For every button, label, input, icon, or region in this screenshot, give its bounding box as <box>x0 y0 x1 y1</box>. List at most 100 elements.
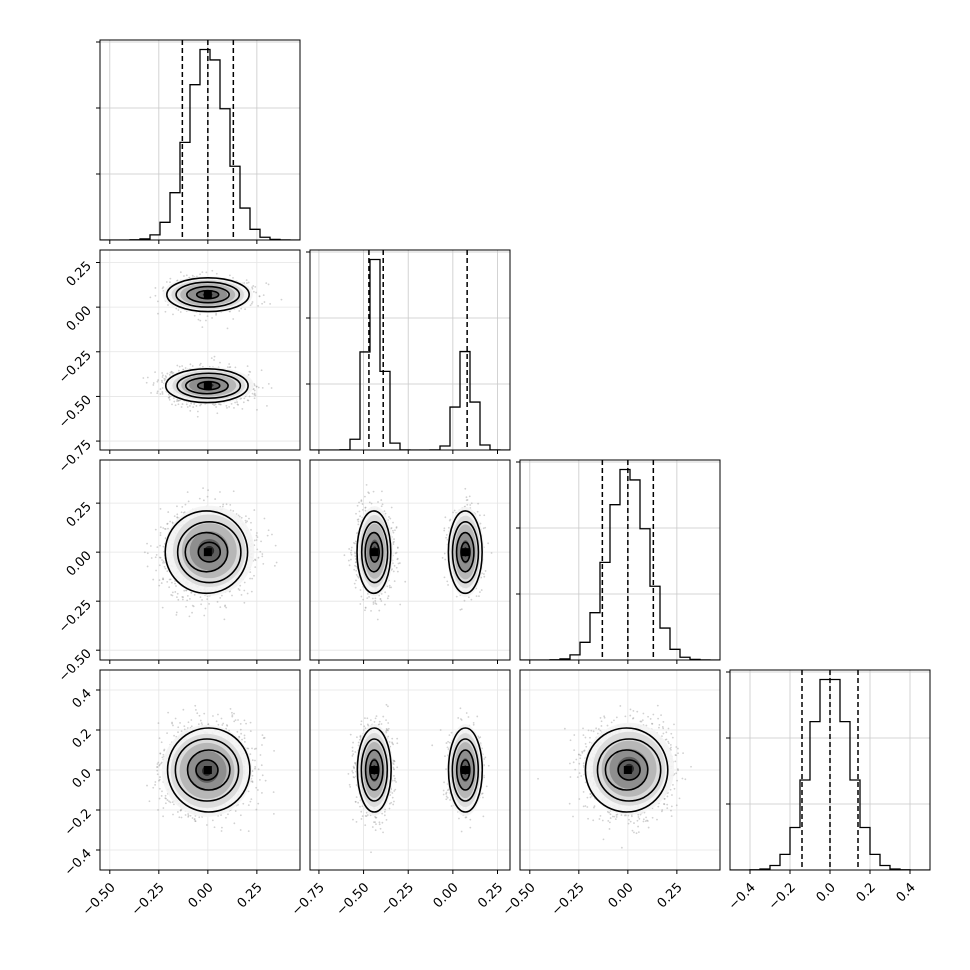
scatter-point <box>179 271 182 274</box>
scatter-point <box>162 374 164 377</box>
scatter-point <box>157 379 160 381</box>
scatter-point <box>168 395 171 398</box>
scatter-point <box>156 380 159 383</box>
scatter-point <box>177 369 180 372</box>
scatter-point <box>228 366 231 369</box>
scatter-point <box>250 590 253 593</box>
scatter-point <box>159 526 162 529</box>
scatter-point <box>156 392 159 395</box>
scatter-point <box>235 513 238 515</box>
scatter-point <box>182 368 185 371</box>
scatter-point <box>237 403 239 406</box>
scatter-point <box>154 371 156 373</box>
scatter-point <box>253 539 256 542</box>
scatter-point <box>169 277 172 280</box>
scatter-point <box>248 370 251 373</box>
scatter-point <box>177 309 180 311</box>
scatter-point <box>263 301 266 303</box>
scatter-point <box>181 596 184 598</box>
scatter-point <box>192 406 195 408</box>
scatter-point <box>200 403 202 406</box>
scatter-point <box>201 598 203 601</box>
scatter-point <box>173 515 176 518</box>
scatter-point <box>167 396 170 399</box>
scatter-point <box>187 500 190 503</box>
scatter-point <box>236 403 239 406</box>
scatter-point <box>164 375 167 377</box>
y-tick-label: −0.50 <box>56 393 95 432</box>
scatter-point <box>150 392 152 394</box>
scatter-point <box>161 287 164 290</box>
scatter-point <box>206 598 209 601</box>
scatter-point <box>254 394 257 397</box>
scatter-point <box>161 372 164 374</box>
scatter-point <box>215 314 217 316</box>
scatter-point <box>196 410 199 413</box>
scatter-point <box>232 510 235 512</box>
scatter-point <box>206 495 209 498</box>
y-tick-label: −0.25 <box>56 348 95 387</box>
scatter-point <box>161 606 164 609</box>
scatter-point <box>232 318 235 320</box>
scatter-point <box>260 369 263 372</box>
scatter-point <box>185 403 188 406</box>
scatter-point <box>161 393 164 395</box>
scatter-point <box>165 281 168 283</box>
contour-line <box>175 281 241 308</box>
scatter-point <box>214 498 217 500</box>
scatter-point <box>245 279 248 281</box>
panel-1-0: −0.75−0.50−0.250.000.25 <box>56 249 301 476</box>
scatter-point <box>196 415 199 418</box>
scatter-point <box>238 310 241 312</box>
scatter-point <box>162 545 165 548</box>
scatter-point <box>252 290 255 293</box>
scatter-point <box>237 514 240 517</box>
y-tick-label: −0.75 <box>56 437 95 476</box>
scatter-point <box>152 578 155 581</box>
scatter-point <box>236 401 238 403</box>
scatter-point <box>273 564 276 567</box>
scatter-point <box>251 392 254 395</box>
scatter-point <box>245 521 247 524</box>
scatter-point <box>162 527 165 529</box>
scatter-point <box>171 372 174 375</box>
scatter-point <box>201 326 204 328</box>
scatter-point <box>275 561 278 564</box>
scatter-point <box>259 550 262 553</box>
scatter-point <box>207 489 209 492</box>
scatter-point <box>199 596 202 599</box>
scatter-point <box>167 304 169 306</box>
scatter-point <box>214 403 217 406</box>
scatter-point <box>250 521 252 524</box>
scatter-point <box>216 600 219 603</box>
scatter-point <box>182 511 185 514</box>
scatter-point <box>210 357 213 360</box>
scatter-point <box>159 388 162 390</box>
scatter-point <box>166 372 169 375</box>
scatter-point <box>159 534 162 537</box>
scatter-point <box>155 569 157 572</box>
scatter-point <box>225 404 228 407</box>
scatter-point <box>252 285 255 287</box>
scatter-point <box>171 594 174 597</box>
scatter-point <box>249 371 252 373</box>
scatter-point <box>199 273 201 276</box>
scatter-point <box>160 379 163 382</box>
scatter-point <box>176 592 179 595</box>
scatter-point <box>202 487 204 489</box>
scatter-point <box>253 392 256 395</box>
scatter-point <box>162 577 164 580</box>
panel-frame <box>309 249 511 451</box>
scatter-point <box>168 373 171 376</box>
scatter-point <box>253 509 256 511</box>
scatter-point <box>169 281 171 284</box>
scatter-point <box>154 294 157 297</box>
scatter-point <box>162 578 165 581</box>
scatter-point <box>199 319 202 322</box>
scatter-point <box>254 566 257 569</box>
scatter-point <box>258 295 261 298</box>
scatter-point <box>201 271 204 274</box>
scatter-point <box>199 404 201 407</box>
panel-1-1 <box>306 249 511 454</box>
